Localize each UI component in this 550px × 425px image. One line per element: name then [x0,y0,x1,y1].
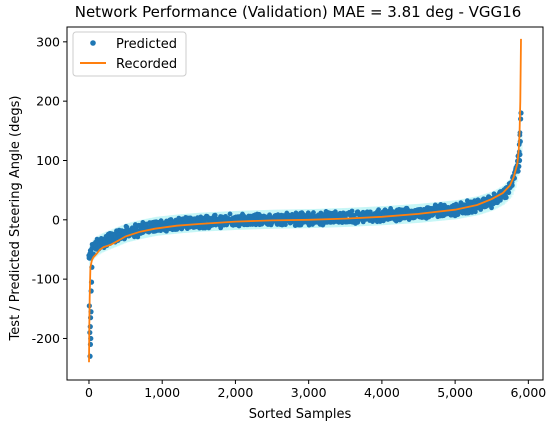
predicted-point [164,228,169,234]
x-tick-label: 1,000 [144,385,180,400]
predicted-point [349,208,355,214]
legend-box [72,31,187,77]
band-strip [346,207,350,227]
y-tick-label: 100 [36,153,60,168]
legend-label-predicted: Predicted [116,37,177,52]
x-axis-label: Sorted Samples [249,407,352,422]
chart-title: Network Performance (Validation) MAE = 3… [75,3,522,21]
y-tick-label: 200 [36,94,60,109]
y-tick-label: 0 [52,212,60,227]
predicted-point [376,207,381,213]
x-tick-label: 2,000 [218,385,254,400]
predicted-point [503,194,509,200]
x-tick-label: 6,000 [510,385,546,400]
x-tick-label: 0 [85,385,93,400]
band-strip [355,207,359,227]
recorded-line [88,38,522,363]
y-tick-label: -100 [32,272,60,287]
y-axis-label: Test / Predicted Steering Angle (degs) [8,96,23,342]
predicted-point [212,212,218,218]
plot-area [86,38,524,363]
legend-marker-predicted [90,40,96,46]
predicted-point [515,168,521,174]
legend-label-recorded: Recorded [116,57,177,72]
predicted-point [227,211,233,217]
axes: 0 1,000 2,000 3,000 4,000 5,000 6,000 -200 -100 0… [32,26,546,400]
axes-frame [66,26,544,381]
legend: Predicted Recorded [72,31,187,77]
x-tick-label: 4,000 [364,385,400,400]
x-tick-label: 5,000 [437,385,473,400]
y-tick-label: -200 [32,331,60,346]
x-tick-label: 3,000 [291,385,327,400]
predicted-point [506,190,512,196]
y-tick-label: 300 [36,34,60,49]
